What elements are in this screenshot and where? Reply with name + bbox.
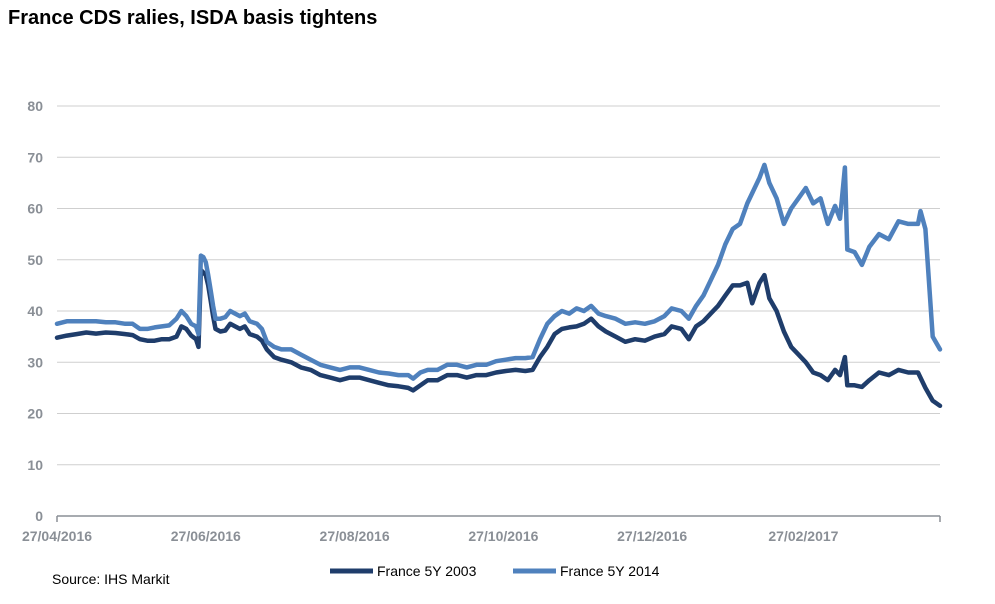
y-tick-label: 20 bbox=[27, 406, 43, 422]
y-tick-label: 60 bbox=[27, 201, 43, 217]
legend-label-france-5y-2014: France 5Y 2014 bbox=[560, 563, 660, 579]
y-tick-label: 70 bbox=[27, 149, 43, 165]
legend: France 5Y 2003 France 5Y 2014 bbox=[330, 563, 660, 579]
x-tick-label: 27/02/2017 bbox=[768, 528, 838, 544]
y-tick-label: 80 bbox=[27, 98, 43, 114]
x-axis: 27/04/2016 27/06/2016 27/08/2016 27/10/2016… bbox=[22, 515, 941, 544]
x-tick-label: 27/04/2016 bbox=[22, 528, 92, 544]
y-tick-label: 50 bbox=[27, 252, 43, 268]
legend-label-france-5y-2003: France 5Y 2003 bbox=[377, 563, 477, 579]
series-line-france-5y-2014 bbox=[54, 162, 943, 381]
y-axis-ticks: 0 10 20 30 40 50 60 70 80 bbox=[27, 98, 43, 524]
x-tick-label: 27/06/2016 bbox=[171, 528, 241, 544]
x-tick-label: 27/12/2016 bbox=[617, 528, 687, 544]
y-tick-label: 40 bbox=[27, 303, 43, 319]
chart-title: France CDS ralies, ISDA basis tightens bbox=[8, 7, 378, 29]
series-line-france-5y-2003 bbox=[54, 267, 943, 409]
y-tick-label: 0 bbox=[35, 508, 43, 524]
y-tick-label: 30 bbox=[27, 354, 43, 370]
gridlines bbox=[57, 105, 940, 517]
x-tick-label: 27/10/2016 bbox=[468, 528, 538, 544]
x-tick-label: 27/08/2016 bbox=[320, 528, 390, 544]
source-note: Source: IHS Markit bbox=[52, 571, 170, 587]
series-lines bbox=[54, 162, 943, 409]
y-tick-label: 10 bbox=[27, 457, 43, 473]
